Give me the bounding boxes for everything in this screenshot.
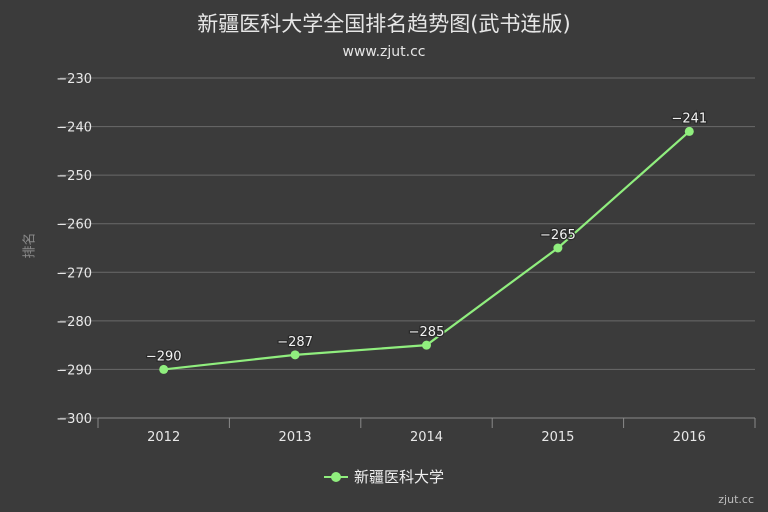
x-tick-label: 2012 [147,430,180,445]
chart-subtitle: www.zjut.cc [342,44,426,60]
credit-watermark: zjut.cc [718,493,754,506]
y-tick-label: −300 [56,412,92,427]
data-label: −241 [671,111,707,126]
y-tick-label: −260 [56,218,92,233]
legend[interactable]: 新疆医科大学 [0,466,768,487]
x-tick-label: 2013 [279,430,312,445]
data-point [159,364,169,374]
data-label: −285 [409,325,445,340]
y-tick-label: −230 [56,72,92,87]
y-tick-label: −290 [56,363,92,378]
y-tick-label: −280 [56,315,92,330]
data-label: −290 [146,349,182,364]
legend-marker-icon [323,471,348,483]
chart-title: 新疆医科大学全国排名趋势图(武书连版) [197,12,571,36]
data-point [684,126,694,136]
y-tick-label: −250 [56,169,92,184]
data-label: −287 [277,335,313,350]
y-tick-label: −270 [56,266,92,281]
data-point [290,350,300,360]
x-tick-label: 2014 [410,430,443,445]
legend-dot [330,471,341,482]
legend-label: 新疆医科大学 [353,468,444,486]
data-point [422,340,431,350]
data-point [553,243,563,253]
x-tick-label: 2015 [541,430,574,445]
data-label: −265 [540,228,576,243]
y-tick-label: −240 [56,121,92,136]
x-tick-label: 2016 [673,430,706,445]
